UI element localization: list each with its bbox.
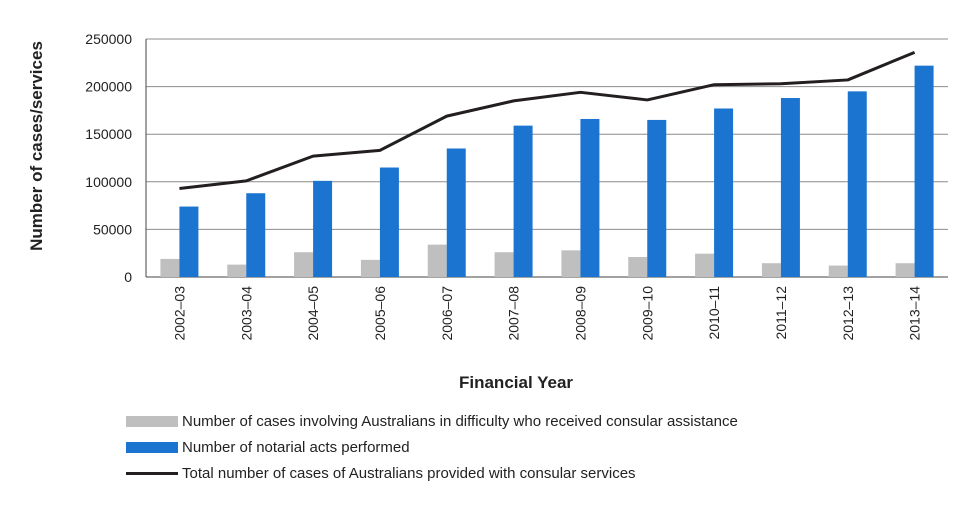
y-tick-200000: 200000: [85, 79, 132, 95]
y-tick-100000: 100000: [85, 174, 132, 190]
y-tick-labels: 0 50000 100000 150000 200000 250000: [85, 31, 132, 285]
legend-item-consular-assistance: Number of cases involving Australians in…: [126, 410, 738, 432]
bar-notarial-2002–03: [179, 206, 199, 277]
legend-label-total-cases: Total number of cases of Australians pro…: [182, 464, 636, 482]
x-tick-2006–07: 2006–07: [439, 286, 455, 341]
legend: Number of cases involving Australians in…: [126, 410, 738, 488]
bar-notarial-2012–13: [847, 91, 867, 277]
y-tick-0: 0: [124, 269, 132, 285]
x-tick-2012–13: 2012–13: [840, 286, 856, 341]
bar-consular-2012–13: [828, 265, 848, 277]
bar-consular-2008–09: [561, 250, 581, 277]
bar-consular-2007–08: [494, 252, 514, 277]
bar-notarial-2007–08: [513, 125, 533, 277]
bar-notarial-2011–12: [780, 98, 800, 277]
x-tick-2004–05: 2004–05: [305, 286, 321, 341]
x-tick-labels: 2002–03 2003–04 2004–05 2005–06 2006–07 2007–…: [171, 286, 922, 341]
legend-swatch-notarial-acts: [126, 441, 178, 453]
x-tick-2013–14: 2013–14: [907, 286, 923, 341]
x-tick-2007–08: 2007–08: [506, 286, 522, 341]
bar-notarial-2010–11: [714, 108, 734, 277]
bar-consular-2005–06: [360, 259, 380, 277]
legend-item-total-cases: Total number of cases of Australians pro…: [126, 462, 738, 484]
bar-notarial-2009–10: [647, 119, 667, 277]
bar-consular-2004–05: [294, 252, 314, 277]
y-tick-250000: 250000: [85, 31, 132, 47]
legend-swatch-consular-assistance: [126, 415, 178, 427]
legend-label-notarial-acts: Number of notarial acts performed: [182, 438, 410, 456]
bar-consular-2011–12: [761, 263, 781, 277]
bar-notarial-2004–05: [313, 180, 333, 277]
x-tick-2010–11: 2010–11: [706, 286, 722, 340]
x-tick-2002–03: 2002–03: [171, 286, 187, 341]
bars: [160, 65, 934, 277]
y-axis-title: Number of cases/services: [27, 41, 46, 251]
x-tick-2003–04: 2003–04: [238, 286, 254, 341]
gridlines: [145, 38, 948, 278]
x-axis-title: Financial Year: [459, 373, 573, 392]
bar-consular-2006–07: [427, 244, 447, 277]
bar-notarial-2006–07: [446, 148, 466, 277]
x-tick-2005–06: 2005–06: [372, 286, 388, 341]
x-tick-2011–12: 2011–12: [773, 286, 789, 340]
bar-consular-2010–11: [695, 253, 715, 277]
bar-notarial-2003–04: [246, 193, 266, 277]
y-tick-50000: 50000: [93, 221, 132, 237]
bar-consular-2002–03: [160, 258, 180, 277]
x-tick-2009–10: 2009–10: [639, 286, 655, 341]
series-lines: [179, 50, 916, 190]
legend-item-notarial-acts: Number of notarial acts performed: [126, 436, 738, 458]
bar-notarial-2013–14: [914, 65, 934, 277]
bar-notarial-2005–06: [379, 167, 399, 277]
bar-notarial-2008–09: [580, 118, 600, 277]
legend-swatch-total-cases: [126, 471, 178, 475]
legend-label-consular-assistance: Number of cases involving Australians in…: [182, 412, 738, 430]
y-tick-150000: 150000: [85, 126, 132, 142]
x-tick-2008–09: 2008–09: [572, 286, 588, 341]
bar-consular-2003–04: [227, 264, 247, 277]
line-total-cases: [179, 50, 916, 190]
bar-consular-2009–10: [628, 257, 648, 277]
bar-consular-2013–14: [895, 263, 915, 277]
